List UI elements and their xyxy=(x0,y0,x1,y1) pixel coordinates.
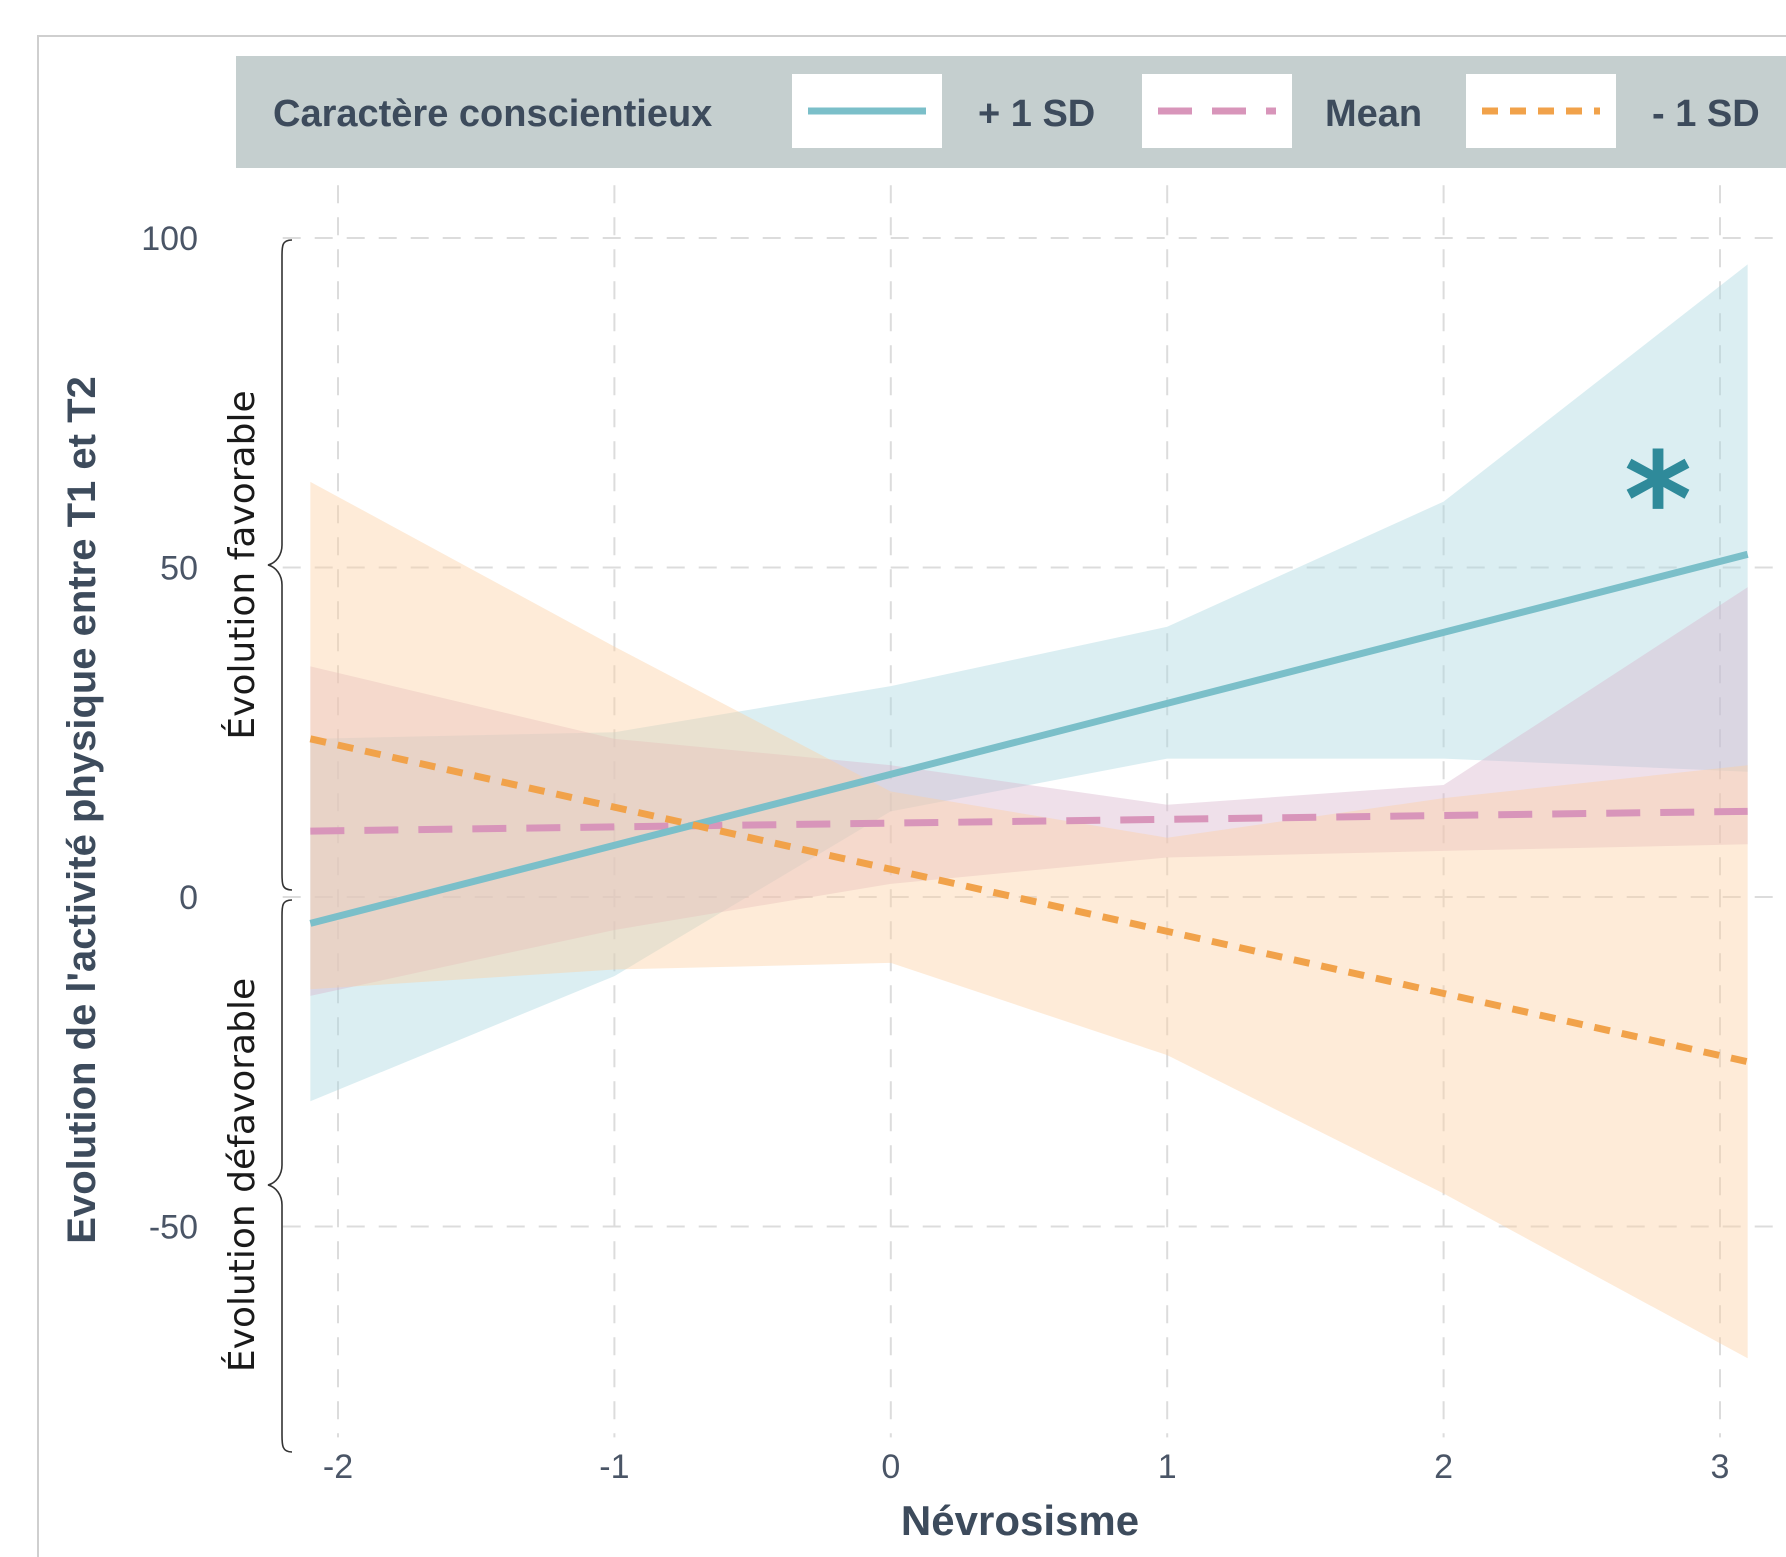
annotation-defavorable: Évolution défavorable xyxy=(221,978,263,1372)
series-lines xyxy=(309,550,1749,1066)
y-axis-title: Evolution de l'activité physique entre T… xyxy=(60,376,104,1243)
x-tick-labels: -2 -1 0 1 2 3 xyxy=(323,1448,1730,1486)
significance-asterisk: * xyxy=(1624,424,1692,576)
y-tick-label-2: 0 xyxy=(179,879,198,917)
legend-label-minus: - 1 SD xyxy=(1652,93,1760,135)
series-line-2 xyxy=(309,735,1749,1066)
gridlines xyxy=(282,185,1786,1438)
confidence-band-0 xyxy=(310,264,1748,1102)
x-tick-label-1: -1 xyxy=(599,1448,629,1486)
confidence-band-1 xyxy=(310,587,1748,996)
legend-label-plus: + 1 SD xyxy=(978,93,1095,135)
y-tick-label-1: 50 xyxy=(160,550,198,588)
x-axis-title: Névrosisme xyxy=(901,1497,1139,1544)
panel-border xyxy=(37,35,1786,1557)
brace-defavorable xyxy=(267,899,293,1453)
confidence-band-2 xyxy=(310,481,1748,1359)
x-tick-label-3: 1 xyxy=(1158,1448,1177,1486)
x-tick-label-4: 2 xyxy=(1434,1448,1453,1486)
x-tick-label-5: 3 xyxy=(1711,1448,1730,1486)
confidence-bands xyxy=(310,264,1748,1359)
annotation-favorable: Évolution favorable xyxy=(221,390,263,739)
series-line-1 xyxy=(310,807,1748,835)
y-tick-label-0: 100 xyxy=(141,220,198,258)
y-tick-label-3: -50 xyxy=(149,1209,198,1247)
series-line-0 xyxy=(309,550,1749,927)
y-tick-labels: 100 50 0 -50 xyxy=(141,220,198,1247)
x-tick-label-0: -2 xyxy=(323,1448,353,1486)
x-tick-label-2: 0 xyxy=(881,1448,900,1486)
legend-title: Caractère conscientieux xyxy=(273,93,712,135)
legend-label-mean: Mean xyxy=(1325,93,1422,135)
brace-favorable xyxy=(267,239,293,891)
legend: Caractère conscientieux + 1 SD Mean - 1 … xyxy=(236,56,1786,168)
